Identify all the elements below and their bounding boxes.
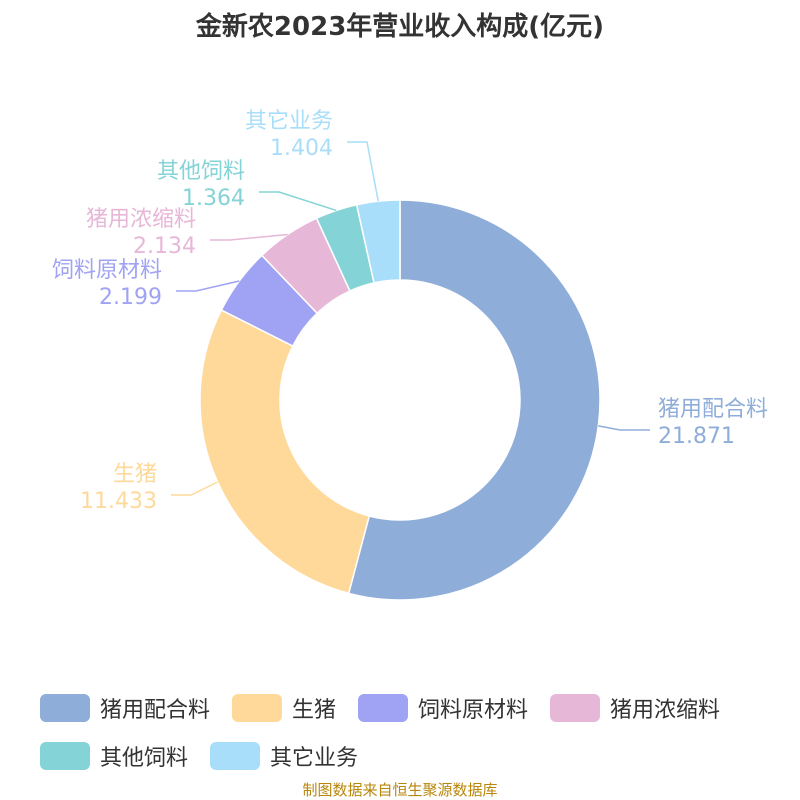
- legend-item[interactable]: 其他饲料: [40, 740, 188, 772]
- legend-swatch: [210, 742, 261, 770]
- slice-name-label: 饲料原材料: [52, 258, 162, 283]
- slice-value-label: 11.433: [80, 489, 157, 514]
- leader-line: [259, 191, 337, 212]
- slice-name-label: 其它业务: [245, 109, 333, 134]
- slice-name-label: 猪用浓缩料: [86, 207, 196, 232]
- slice-name-label: 其他饲料: [157, 159, 245, 184]
- legend-swatch: [40, 694, 90, 722]
- leader-line: [598, 425, 650, 431]
- legend-row-2: 其他饲料 其它业务: [40, 732, 780, 780]
- legend-item[interactable]: 生猪: [232, 692, 336, 724]
- leader-line: [171, 481, 218, 496]
- legend-item[interactable]: 猪用配合料: [40, 692, 210, 724]
- legend-item[interactable]: 饲料原材料: [358, 692, 528, 724]
- legend-label: 猪用浓缩料: [610, 698, 721, 723]
- legend-swatch: [40, 742, 90, 770]
- legend-label: 其他饲料: [100, 746, 189, 771]
- leader-line: [347, 141, 379, 202]
- slice-value-label: 2.199: [99, 285, 162, 310]
- slice-name-label: 猪用配合料: [658, 397, 768, 422]
- slice-value-label: 1.404: [270, 136, 333, 161]
- chart-title: 金新农2023年营业收入构成(亿元): [195, 12, 605, 42]
- legend-label: 其它业务: [270, 746, 359, 771]
- legend-label: 猪用配合料: [100, 698, 211, 723]
- leader-line: [176, 280, 240, 292]
- slice-value-label: 2.134: [133, 234, 196, 259]
- slice-value-label: 21.871: [658, 424, 735, 449]
- legend-row-1: 猪用配合料 生猪 饲料原材料 猪用浓缩料: [40, 684, 780, 732]
- legend-swatch: [550, 694, 601, 722]
- pie-slice[interactable]: [355, 199, 401, 284]
- pie-slice[interactable]: [347, 199, 601, 601]
- legend-item[interactable]: 其它业务: [210, 740, 358, 772]
- slice-value-label: 1.364: [182, 186, 245, 211]
- legend: 猪用配合料 生猪 饲料原材料 猪用浓缩料 其他饲料 其它业务: [40, 684, 780, 780]
- leader-line: [210, 233, 288, 241]
- legend-label: 饲料原材料: [418, 698, 529, 723]
- legend-item[interactable]: 猪用浓缩料: [550, 692, 720, 724]
- pie-slice[interactable]: [199, 309, 371, 595]
- source-note: 制图数据来自恒生聚源数据库: [302, 781, 498, 799]
- legend-swatch: [358, 694, 409, 722]
- legend-swatch: [232, 694, 283, 722]
- slices-group: [199, 199, 601, 601]
- legend-label: 生猪: [292, 698, 337, 723]
- slice-name-label: 生猪: [113, 462, 157, 487]
